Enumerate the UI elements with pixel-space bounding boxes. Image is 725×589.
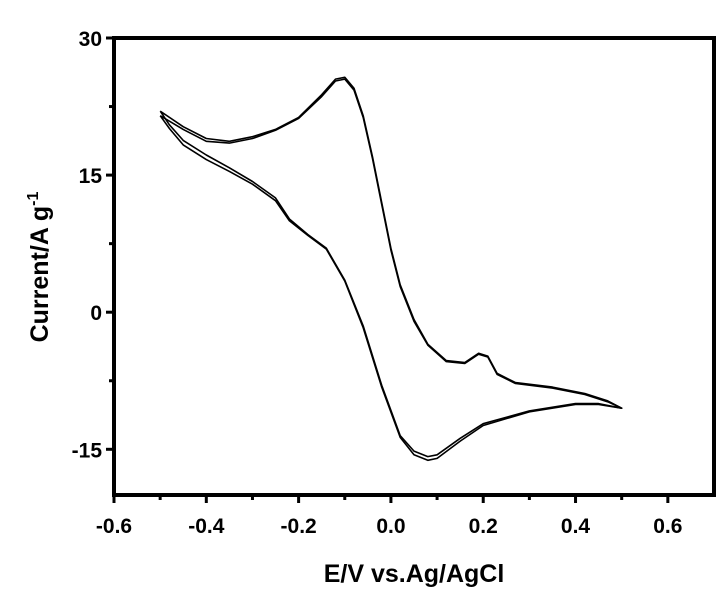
- x-tick-label: 0.4: [561, 515, 591, 538]
- x-axis-label: E/V vs.Ag/AgCl: [324, 560, 505, 588]
- x-tick-label: -0.2: [281, 515, 317, 538]
- y-tick-label: -15: [72, 439, 103, 462]
- y-axis-label-text: Current/A g: [26, 206, 54, 343]
- y-tick-label: 0: [90, 302, 102, 325]
- tick-group: -0.6 -0.4 -0.2 0.0 0.2 0.4 0.6 30 15 0 -15: [72, 28, 683, 538]
- y-axis-label: Current/A g-1: [25, 192, 54, 343]
- x-tick-label: 0.0: [376, 515, 405, 538]
- y-axis-label-superscript: -1: [25, 192, 42, 206]
- series-line-2: [159, 78, 623, 462]
- series-group: [159, 76, 623, 462]
- x-tick-label: -0.6: [96, 515, 132, 538]
- x-tick-label: -0.4: [188, 515, 225, 538]
- y-tick-label: 15: [79, 165, 103, 188]
- plot-frame: [112, 36, 716, 497]
- series-line-1: [159, 76, 623, 458]
- x-tick-label: 0.6: [653, 515, 682, 538]
- y-tick-label: 30: [79, 28, 102, 51]
- x-tick-label: 0.2: [469, 515, 498, 538]
